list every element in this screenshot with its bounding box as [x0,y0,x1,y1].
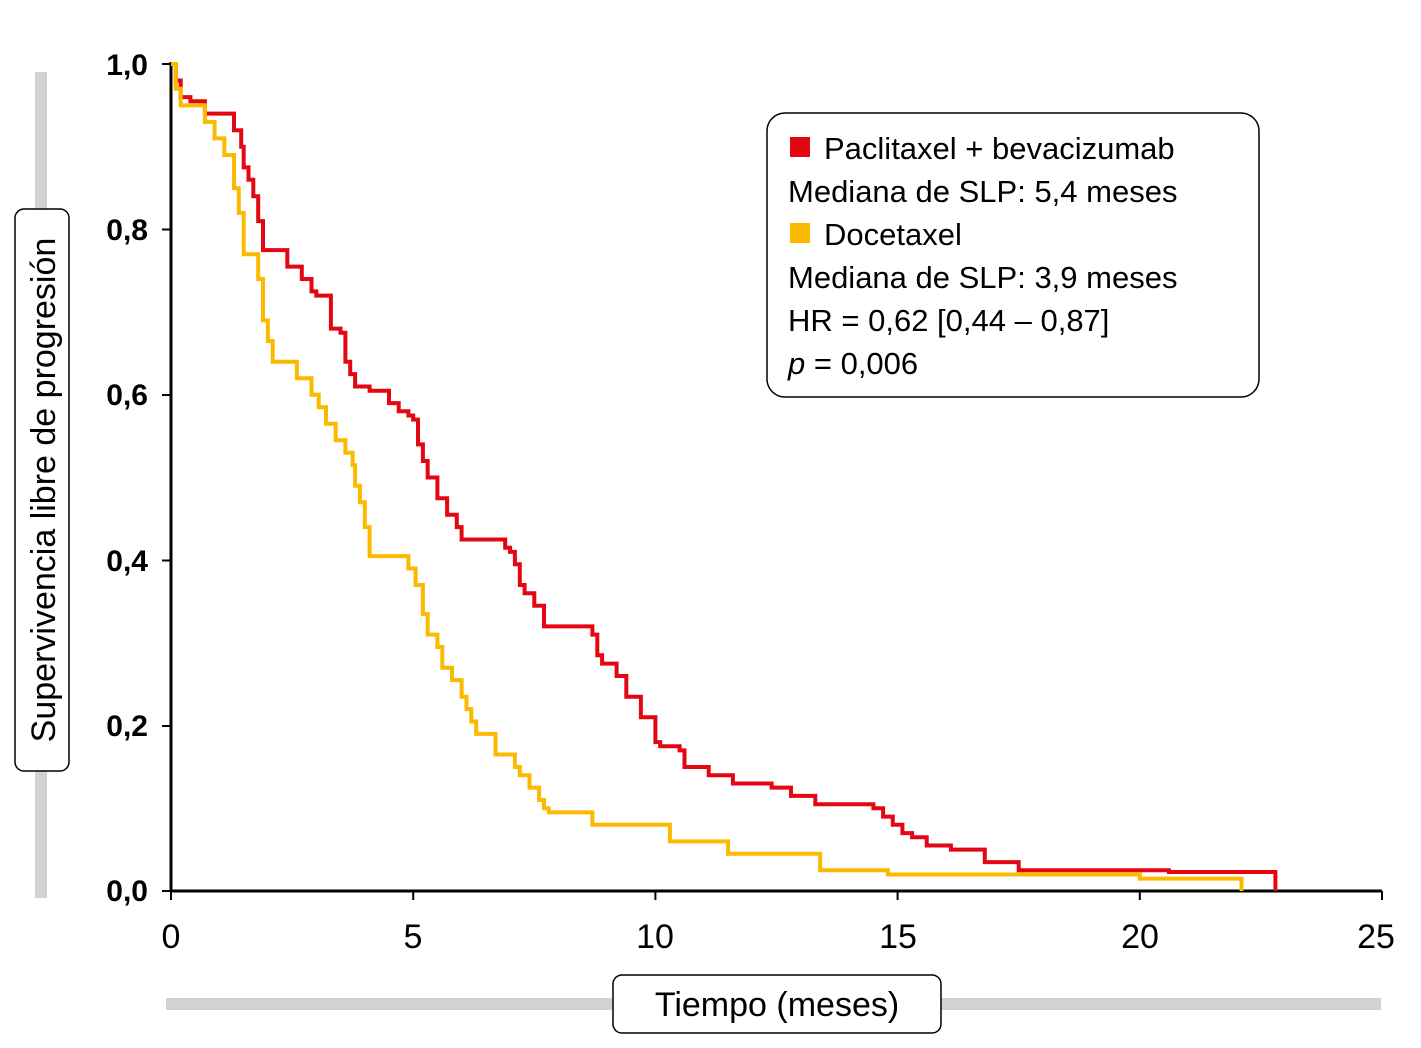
y-axis-title-box [14,208,70,772]
x-tick-label: 25 [1357,918,1395,956]
legend-series1-name: Paclitaxel + bevacizumab [824,131,1175,166]
y-tick-label: 0,4 [106,545,148,578]
y-tick-label: 0,0 [106,875,148,908]
x-tick-label: 0 [162,918,181,956]
x-tick-label: 15 [879,918,917,956]
legend-p-symbol: p [787,346,805,381]
legend-series2-name: Docetaxel [824,217,962,252]
legend-p-value: p = 0,006 [787,346,918,381]
y-tick-label: 0,8 [106,214,148,247]
legend: Paclitaxel + bevacizumab Mediana de SLP:… [766,112,1260,398]
y-tick-label: 1,0 [106,49,148,82]
legend-series2-median: Mediana de SLP: 3,9 meses [788,260,1177,295]
x-axis-title-box [612,974,942,1034]
km-curve-paclitaxel-bevacizumab [171,62,1278,891]
y-axis-title: Supervivencia libre de progresión [25,238,63,743]
x-tick-label: 10 [636,918,674,956]
y-tick-label: 0,2 [106,710,148,743]
legend-swatch-paclitaxel-bevacizumab [790,137,810,157]
legend-hazard-ratio: HR = 0,62 [0,44 – 0,87] [788,303,1109,338]
legend-swatch-docetaxel [790,223,810,243]
x-tick-label: 20 [1121,918,1159,956]
legend-series1-median: Mediana de SLP: 5,4 meses [788,174,1177,209]
x-axis-title: Tiempo (meses) [655,986,899,1024]
legend-box [766,112,1260,398]
legend-p-number: = 0,006 [805,346,918,381]
y-tick-label: 0,6 [106,379,148,412]
x-tick-label: 5 [404,918,423,956]
km-curve-docetaxel [171,62,1244,891]
